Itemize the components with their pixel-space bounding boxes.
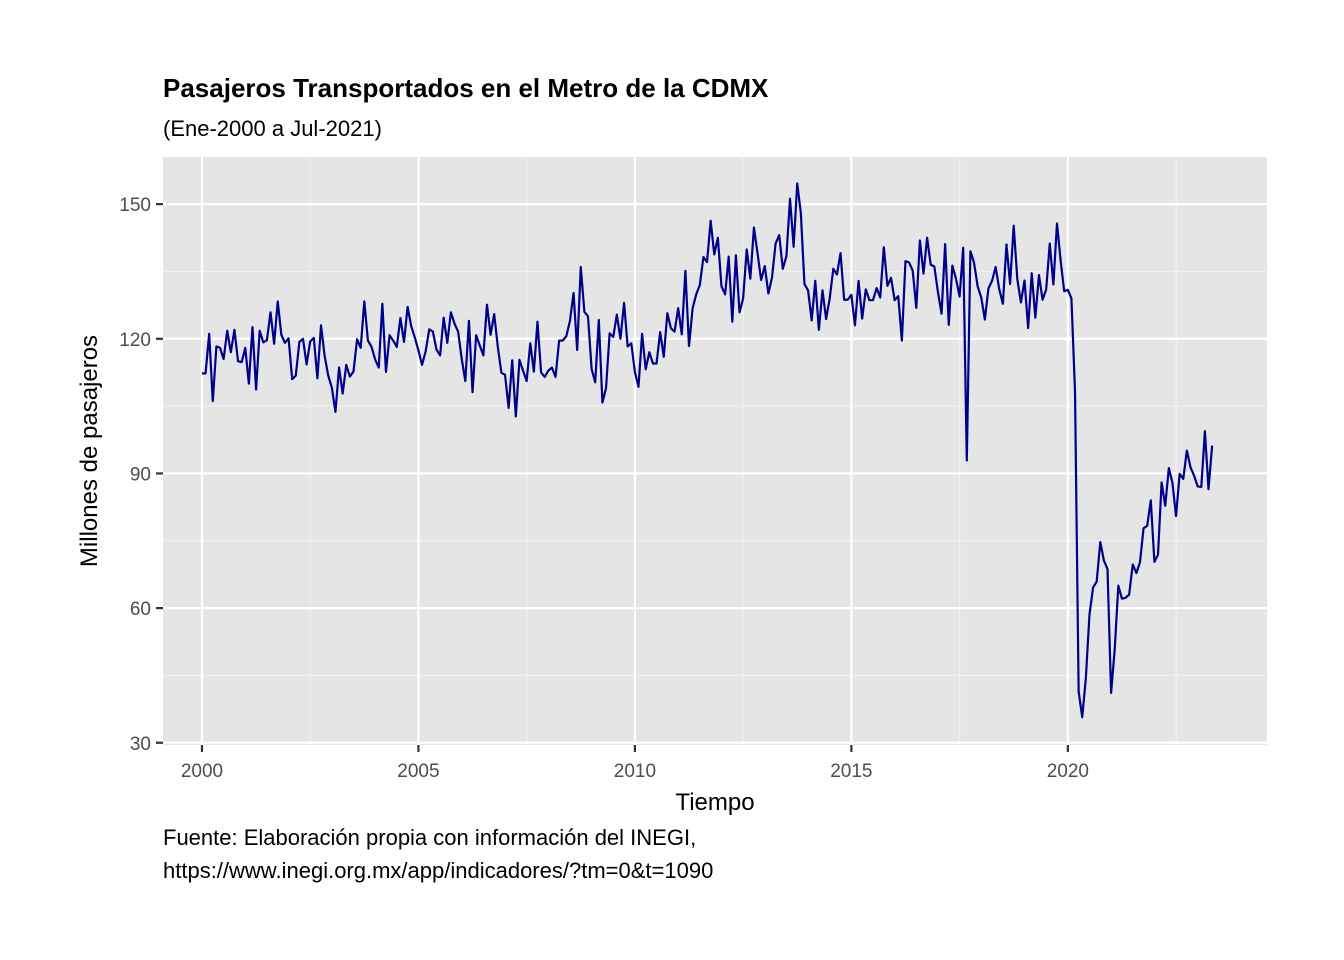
y-axis-title: Millones de pasajeros (76, 335, 103, 567)
x-tick-label: 2015 (830, 761, 872, 782)
x-axis-title: Tiempo (675, 789, 754, 816)
y-tick-label: 90 (130, 464, 151, 485)
x-tick-label: 2020 (1047, 761, 1089, 782)
chart-title: Pasajeros Transportados en el Metro de l… (163, 73, 769, 103)
x-tick-label: 2010 (614, 761, 656, 782)
y-tick-label: 60 (130, 599, 151, 620)
y-tick-label: 120 (119, 330, 151, 351)
x-tick-label: 2000 (181, 761, 223, 782)
source-caption-line-2: https://www.inegi.org.mx/app/indicadores… (163, 858, 713, 883)
major-gridlines (163, 157, 1267, 745)
passengers-line (201, 182, 1214, 719)
x-axis: 2000 2005 2010 2015 2020 (181, 745, 1089, 782)
y-tick-label: 30 (130, 734, 151, 755)
minor-gridlines (163, 157, 1267, 745)
y-axis: 30 60 90 120 150 (119, 195, 163, 755)
x-tick-label: 2005 (397, 761, 439, 782)
y-tick-label: 150 (119, 195, 151, 216)
source-caption-line-1: Fuente: Elaboración propia con informaci… (163, 825, 696, 850)
chart-subtitle: (Ene-2000 a Jul-2021) (163, 116, 382, 141)
plot-panel (163, 157, 1267, 745)
